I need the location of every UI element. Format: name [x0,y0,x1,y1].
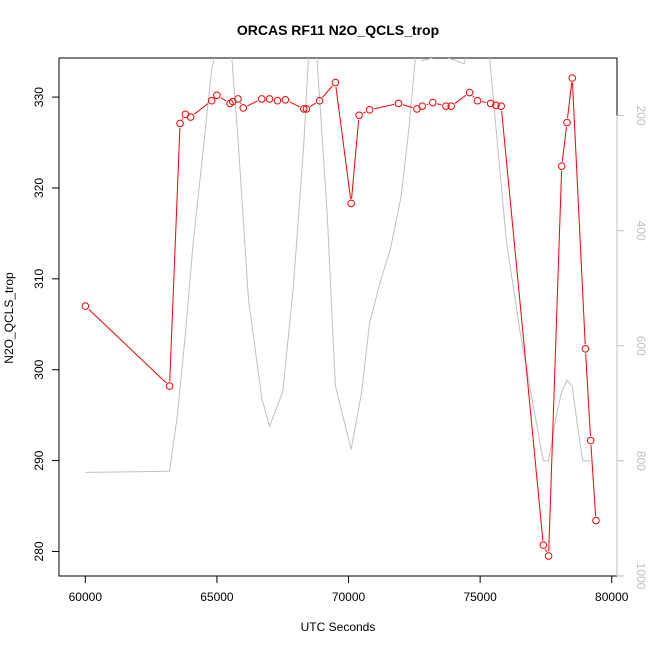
red-series-segment [169,128,181,382]
data-point [186,113,195,121]
data-point [315,96,324,105]
data-point [281,96,290,104]
data-point [265,95,274,103]
data-point [586,436,595,445]
red-series-segment [561,127,567,162]
data-point [592,516,600,525]
red-series-segment [335,87,352,199]
y2-tick-label: 800 [634,451,648,471]
data-point [331,78,340,87]
data-point [563,118,571,127]
y-tick-label: 310 [32,268,46,288]
data-point [299,105,308,113]
chart-title: ORCAS RF11 N2O_QCLS_trop [237,22,439,38]
red-series-segment [590,445,597,517]
red-series-segment [501,110,544,541]
x-axis-label: UTC Seconds [301,620,376,634]
data-point [234,95,242,103]
x-tick-label: 80000 [595,590,629,604]
data-point [447,102,455,110]
data-point [428,98,437,107]
data-point [497,102,505,110]
data-point [165,382,174,390]
data-point [544,552,553,560]
data-point [355,111,363,120]
data-point [213,91,221,100]
data-point [207,96,216,105]
y2-tick-label: 200 [634,106,648,126]
data-point [273,96,282,105]
red-series-segment [181,118,184,120]
gray-series [85,58,591,473]
red-series-segment [402,104,413,109]
y-tick-label: 300 [32,359,46,379]
x-tick-label: 75000 [463,590,497,604]
x-tick-label: 65000 [200,590,234,604]
red-series [81,74,600,560]
data-point [568,74,577,82]
y2-tick-label: 600 [634,336,648,356]
red-series-segment [426,103,429,106]
y-tick-label: 280 [32,541,46,561]
x-tick-label: 70000 [332,590,366,604]
data-point [176,119,184,128]
data-point [581,345,590,353]
red-series-segment [310,102,316,107]
red-series-segment [373,103,395,110]
data-point [442,102,450,110]
red-series-segment [548,170,563,552]
data-point [418,102,427,110]
red-series-segment [193,103,209,115]
red-series-segment [351,119,360,199]
red-series-segment [322,85,333,98]
red-series-segment [472,95,475,98]
data-point [81,302,90,310]
red-series-segment [362,111,366,114]
data-point [347,199,355,208]
axes: 60000 65000 70000 75000 80000 280 290 300 310 320… [32,87,648,604]
plot-frame [58,57,618,577]
red-series-segment [481,101,487,103]
data-point [302,105,311,113]
data-point [539,541,548,549]
data-point [365,106,374,114]
red-series-segment [544,549,548,553]
data-point [473,96,482,105]
red-series-segment [454,94,467,104]
red-series-segment [88,308,167,384]
red-series-segment [289,101,300,108]
data-point [465,88,474,97]
data-point [557,162,566,170]
red-series-segment [567,82,573,119]
red-series-segment [247,100,258,107]
data-point [239,104,248,112]
data-point [257,95,266,103]
y-axis-label: N2O_QCLS_trop [2,272,16,364]
y2-tick-label: 400 [634,221,648,241]
data-point [394,99,403,108]
red-series-segment [220,97,227,102]
red-series-segment [585,353,591,437]
data-point [486,99,495,108]
red-series-segment [239,102,242,105]
y2-tick-label: 1000 [634,563,648,590]
y-tick-label: 330 [32,87,46,107]
x-tick-label: 60000 [69,590,103,604]
y-tick-label: 320 [32,178,46,198]
red-series-segment [571,82,586,345]
gray-series-line [85,58,591,473]
red-series-segment [437,103,442,106]
y-tick-label: 290 [32,450,46,470]
data-point [492,101,500,110]
